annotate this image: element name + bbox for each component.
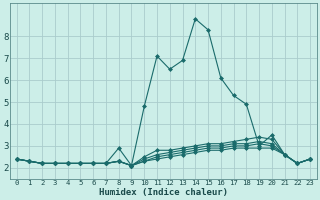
X-axis label: Humidex (Indice chaleur): Humidex (Indice chaleur) bbox=[99, 188, 228, 197]
